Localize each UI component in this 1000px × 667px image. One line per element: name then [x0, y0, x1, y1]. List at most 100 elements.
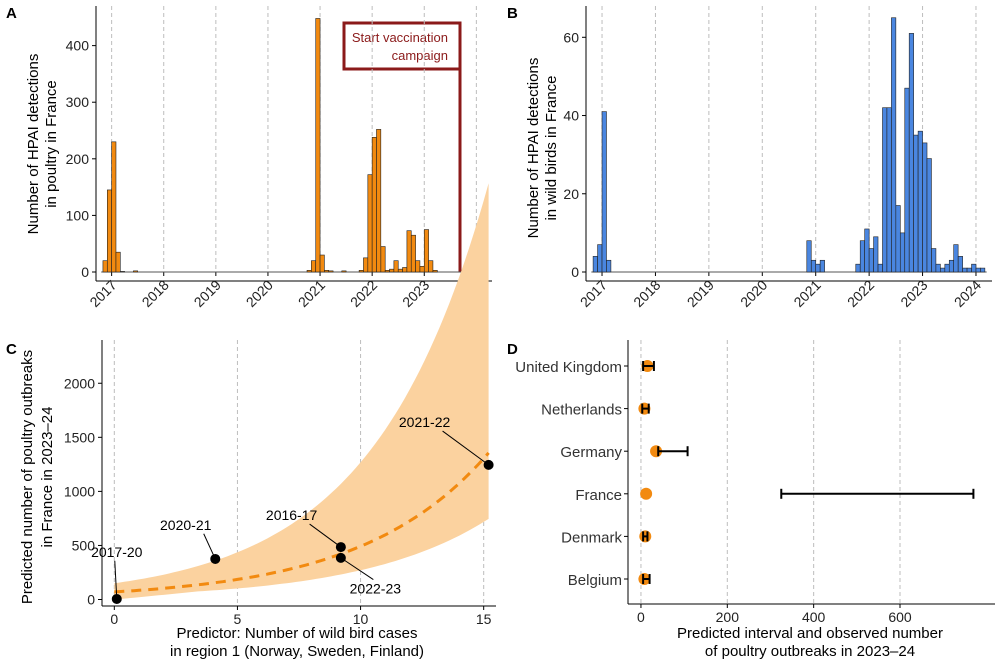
x-tick-label: 400: [802, 609, 826, 625]
season-point: [111, 593, 122, 604]
y-tick-label: 0: [81, 264, 89, 280]
x-tick-label: 2020: [243, 277, 276, 310]
panel-d-xlabel-line1: Predicted interval and observed number: [677, 625, 943, 642]
histogram-bar: [948, 259, 955, 273]
histogram-bar: [120, 271, 125, 273]
histogram-bar: [423, 229, 429, 273]
y-tick-label: 100: [66, 207, 90, 223]
y-tick-label: 500: [72, 537, 96, 553]
histogram-bar: [393, 260, 399, 273]
histogram-bar: [432, 270, 438, 273]
x-tick-label: 2018: [139, 277, 172, 310]
observed-outbreaks-point: [640, 487, 653, 500]
y-tick-label: 60: [563, 29, 579, 45]
histogram-bar: [319, 254, 325, 273]
point-label: 2016-17: [266, 507, 318, 523]
histogram-bar: [371, 137, 377, 273]
x-tick-label: 0: [110, 611, 118, 627]
y-tick-label: 40: [563, 108, 579, 124]
y-tick-label: 300: [66, 94, 90, 110]
country-label: France: [575, 487, 622, 504]
x-tick-label: 2020: [737, 277, 770, 310]
histogram-bar: [904, 87, 910, 273]
point-label: 2022-23: [350, 581, 402, 597]
panel-c-xlabel-line1: Predictor: Number of wild bird cases: [177, 625, 418, 642]
histogram-bar: [102, 260, 108, 273]
histogram-bar: [926, 158, 932, 273]
country-label: Denmark: [561, 529, 622, 546]
x-tick-label: 2021: [790, 277, 823, 310]
histogram-bar: [806, 240, 812, 273]
histogram-bar: [306, 270, 312, 273]
histogram-bar: [891, 17, 897, 273]
x-tick-label: 2022: [347, 277, 380, 310]
y-tick-label: 0: [87, 592, 95, 608]
point-label: 2020-21: [160, 517, 212, 533]
country-label: Belgium: [568, 572, 622, 589]
x-tick-label: 2018: [630, 277, 663, 310]
histogram-bar: [882, 107, 888, 273]
x-tick-label: 10: [353, 611, 369, 627]
histogram-bar: [855, 263, 861, 273]
histogram-bar: [592, 256, 598, 273]
histogram-bar: [944, 263, 950, 273]
country-label: United Kingdom: [515, 359, 622, 376]
histogram-bar: [428, 260, 434, 273]
point-label: 2017-20: [91, 544, 143, 560]
x-tick-label: 200: [716, 609, 740, 625]
histogram-bar: [940, 267, 946, 273]
histogram-bar: [384, 270, 390, 273]
histogram-bar: [908, 33, 914, 273]
panel-c-prediction-curve: Predicted number of poultry outbreaks in…: [19, 183, 496, 660]
histogram-bar: [376, 129, 382, 273]
histogram-bar: [815, 263, 821, 273]
histogram-bar: [957, 256, 963, 273]
histogram-bar: [917, 130, 923, 273]
y-tick-label: 1000: [64, 483, 95, 499]
panel-c-ylabel-line1: Predicted number of poultry outbreaks: [19, 350, 36, 604]
x-tick-label: 2019: [191, 277, 224, 310]
histogram-bar: [931, 248, 937, 273]
season-point: [483, 459, 494, 470]
point-label: 2021-22: [399, 414, 451, 430]
histogram-bar: [935, 263, 941, 273]
x-tick-label: 2023: [897, 277, 930, 310]
y-tick-label: 200: [66, 151, 90, 167]
histogram-bar: [415, 260, 421, 273]
y-tick-label: 20: [563, 186, 579, 202]
y-tick-label: 0: [571, 264, 579, 280]
x-tick-label: 2023: [399, 277, 432, 310]
panel-label-c: C: [6, 341, 17, 358]
season-point: [335, 552, 346, 563]
panel-label-d: D: [507, 341, 518, 358]
histogram-bar: [922, 142, 928, 273]
histogram-bar: [606, 259, 612, 273]
histogram-bar: [389, 268, 395, 273]
histogram-bar: [419, 266, 425, 273]
x-tick-label: 2019: [684, 277, 717, 310]
vaccination-annotation: Start vaccination campaign: [342, 21, 462, 272]
histogram-bar: [864, 228, 870, 273]
histogram-bar: [311, 260, 316, 273]
panel-d-country-intervals: Predicted interval and observed number o…: [515, 340, 995, 660]
country-label: Netherlands: [541, 402, 622, 419]
vaccination-annotation-line2: campaign: [392, 48, 448, 63]
x-tick-label: 2022: [844, 277, 877, 310]
y-tick-label: 1500: [64, 429, 95, 445]
histogram-bar: [133, 270, 138, 273]
point-label-leader: [340, 557, 374, 580]
prediction-interval-ribbon: [114, 183, 489, 600]
panel-c-xlabel-line2: in region 1 (Norway, Sweden, Finland): [170, 643, 424, 660]
point-label-leader: [309, 523, 342, 548]
panel-a-ylabel-line1: Number of HPAI detections: [25, 54, 42, 235]
panel-b-ylabel-line2: in wild birds in France: [543, 75, 560, 220]
x-tick-label: 2017: [86, 277, 119, 310]
panel-b-ylabel-line1: Number of HPAI detections: [525, 58, 542, 239]
y-tick-label: 2000: [64, 375, 95, 391]
histogram-bar: [868, 248, 874, 273]
x-tick-label: 2021: [295, 277, 328, 310]
histogram-bar: [410, 234, 416, 273]
histogram-bar: [402, 267, 408, 273]
x-tick-label: 15: [476, 611, 492, 627]
